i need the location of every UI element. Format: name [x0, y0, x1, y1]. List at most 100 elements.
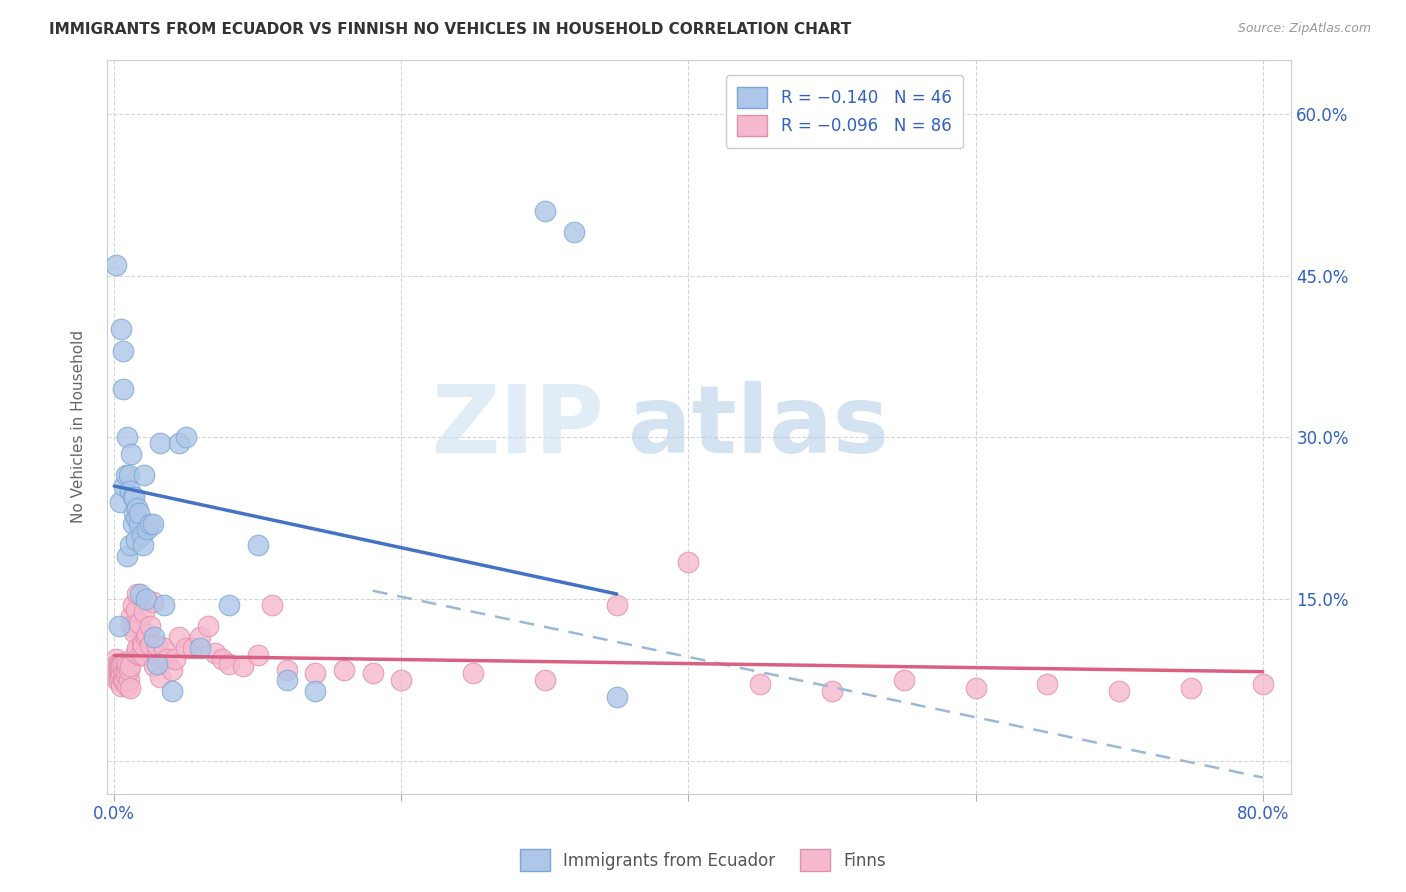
Point [121, 447, 143, 461]
Point [389, 673, 412, 688]
Point [190, 630, 212, 644]
Point [117, 468, 139, 483]
Point [160, 663, 183, 677]
Point [163, 651, 186, 665]
Point [128, 516, 150, 531]
Point [115, 679, 138, 693]
Point [114, 468, 136, 483]
Point [160, 684, 183, 698]
Point [131, 635, 153, 649]
Point [167, 630, 190, 644]
Point [122, 490, 145, 504]
Point [749, 676, 772, 690]
Point [114, 655, 136, 669]
Point [333, 663, 356, 677]
Point [111, 657, 134, 672]
Point [232, 659, 254, 673]
Text: Source: ZipAtlas.com: Source: ZipAtlas.com [1237, 22, 1371, 36]
Point [534, 673, 557, 688]
Point [129, 648, 152, 663]
Point [534, 203, 557, 218]
Point [110, 665, 132, 680]
Point [105, 663, 128, 677]
Point [204, 646, 226, 660]
Point [121, 619, 143, 633]
Point [118, 659, 141, 673]
Point [112, 670, 135, 684]
Point [121, 608, 143, 623]
Point [146, 657, 169, 672]
Point [127, 500, 149, 515]
Point [125, 646, 148, 660]
Point [107, 663, 129, 677]
Point [167, 435, 190, 450]
Point [218, 657, 240, 672]
Point [1180, 681, 1202, 695]
Point [108, 670, 131, 684]
Point [111, 673, 134, 688]
Point [135, 592, 157, 607]
Point [115, 430, 138, 444]
Point [276, 663, 298, 677]
Point [105, 673, 128, 688]
Point [143, 659, 166, 673]
Point [139, 619, 162, 633]
Point [149, 670, 172, 684]
Point [246, 648, 269, 663]
Point [142, 516, 165, 531]
Point [304, 665, 326, 680]
Point [107, 619, 129, 633]
Point [107, 673, 129, 688]
Legend: Immigrants from Ecuador, Finns: Immigrants from Ecuador, Finns [512, 841, 894, 880]
Point [304, 684, 326, 698]
Point [114, 663, 136, 677]
Point [112, 673, 135, 688]
Point [108, 663, 131, 677]
Point [562, 225, 585, 239]
Point [122, 598, 145, 612]
Point [893, 673, 915, 688]
Point [197, 619, 219, 633]
Point [153, 598, 176, 612]
Point [142, 594, 165, 608]
Point [181, 640, 204, 655]
Point [965, 681, 987, 695]
Point [678, 555, 700, 569]
Point [125, 533, 148, 547]
Point [136, 627, 159, 641]
Point [110, 659, 132, 673]
Point [110, 679, 132, 693]
Point [128, 616, 150, 631]
Point [107, 657, 129, 672]
Point [132, 648, 155, 663]
Point [105, 657, 128, 672]
Point [218, 598, 240, 612]
Point [276, 673, 298, 688]
Point [190, 640, 212, 655]
Point [128, 506, 150, 520]
Point [125, 511, 148, 525]
Text: IMMIGRANTS FROM ECUADOR VS FINNISH NO VEHICLES IN HOUSEHOLD CORRELATION CHART: IMMIGRANTS FROM ECUADOR VS FINNISH NO VE… [49, 22, 852, 37]
Point [127, 587, 149, 601]
Point [110, 322, 132, 336]
Point [111, 344, 134, 359]
Point [127, 640, 149, 655]
Point [129, 587, 152, 601]
Point [115, 659, 138, 673]
Point [104, 258, 127, 272]
Point [108, 668, 131, 682]
Point [132, 638, 155, 652]
Point [134, 468, 156, 483]
Point [118, 681, 141, 695]
Point [174, 640, 197, 655]
Point [104, 651, 127, 665]
Point [111, 663, 134, 677]
Point [112, 665, 135, 680]
Point [143, 630, 166, 644]
Point [117, 673, 139, 688]
Text: ZIP: ZIP [432, 381, 605, 473]
Y-axis label: No Vehicles in Household: No Vehicles in Household [72, 330, 86, 524]
Point [149, 435, 172, 450]
Point [122, 516, 145, 531]
Point [111, 382, 134, 396]
